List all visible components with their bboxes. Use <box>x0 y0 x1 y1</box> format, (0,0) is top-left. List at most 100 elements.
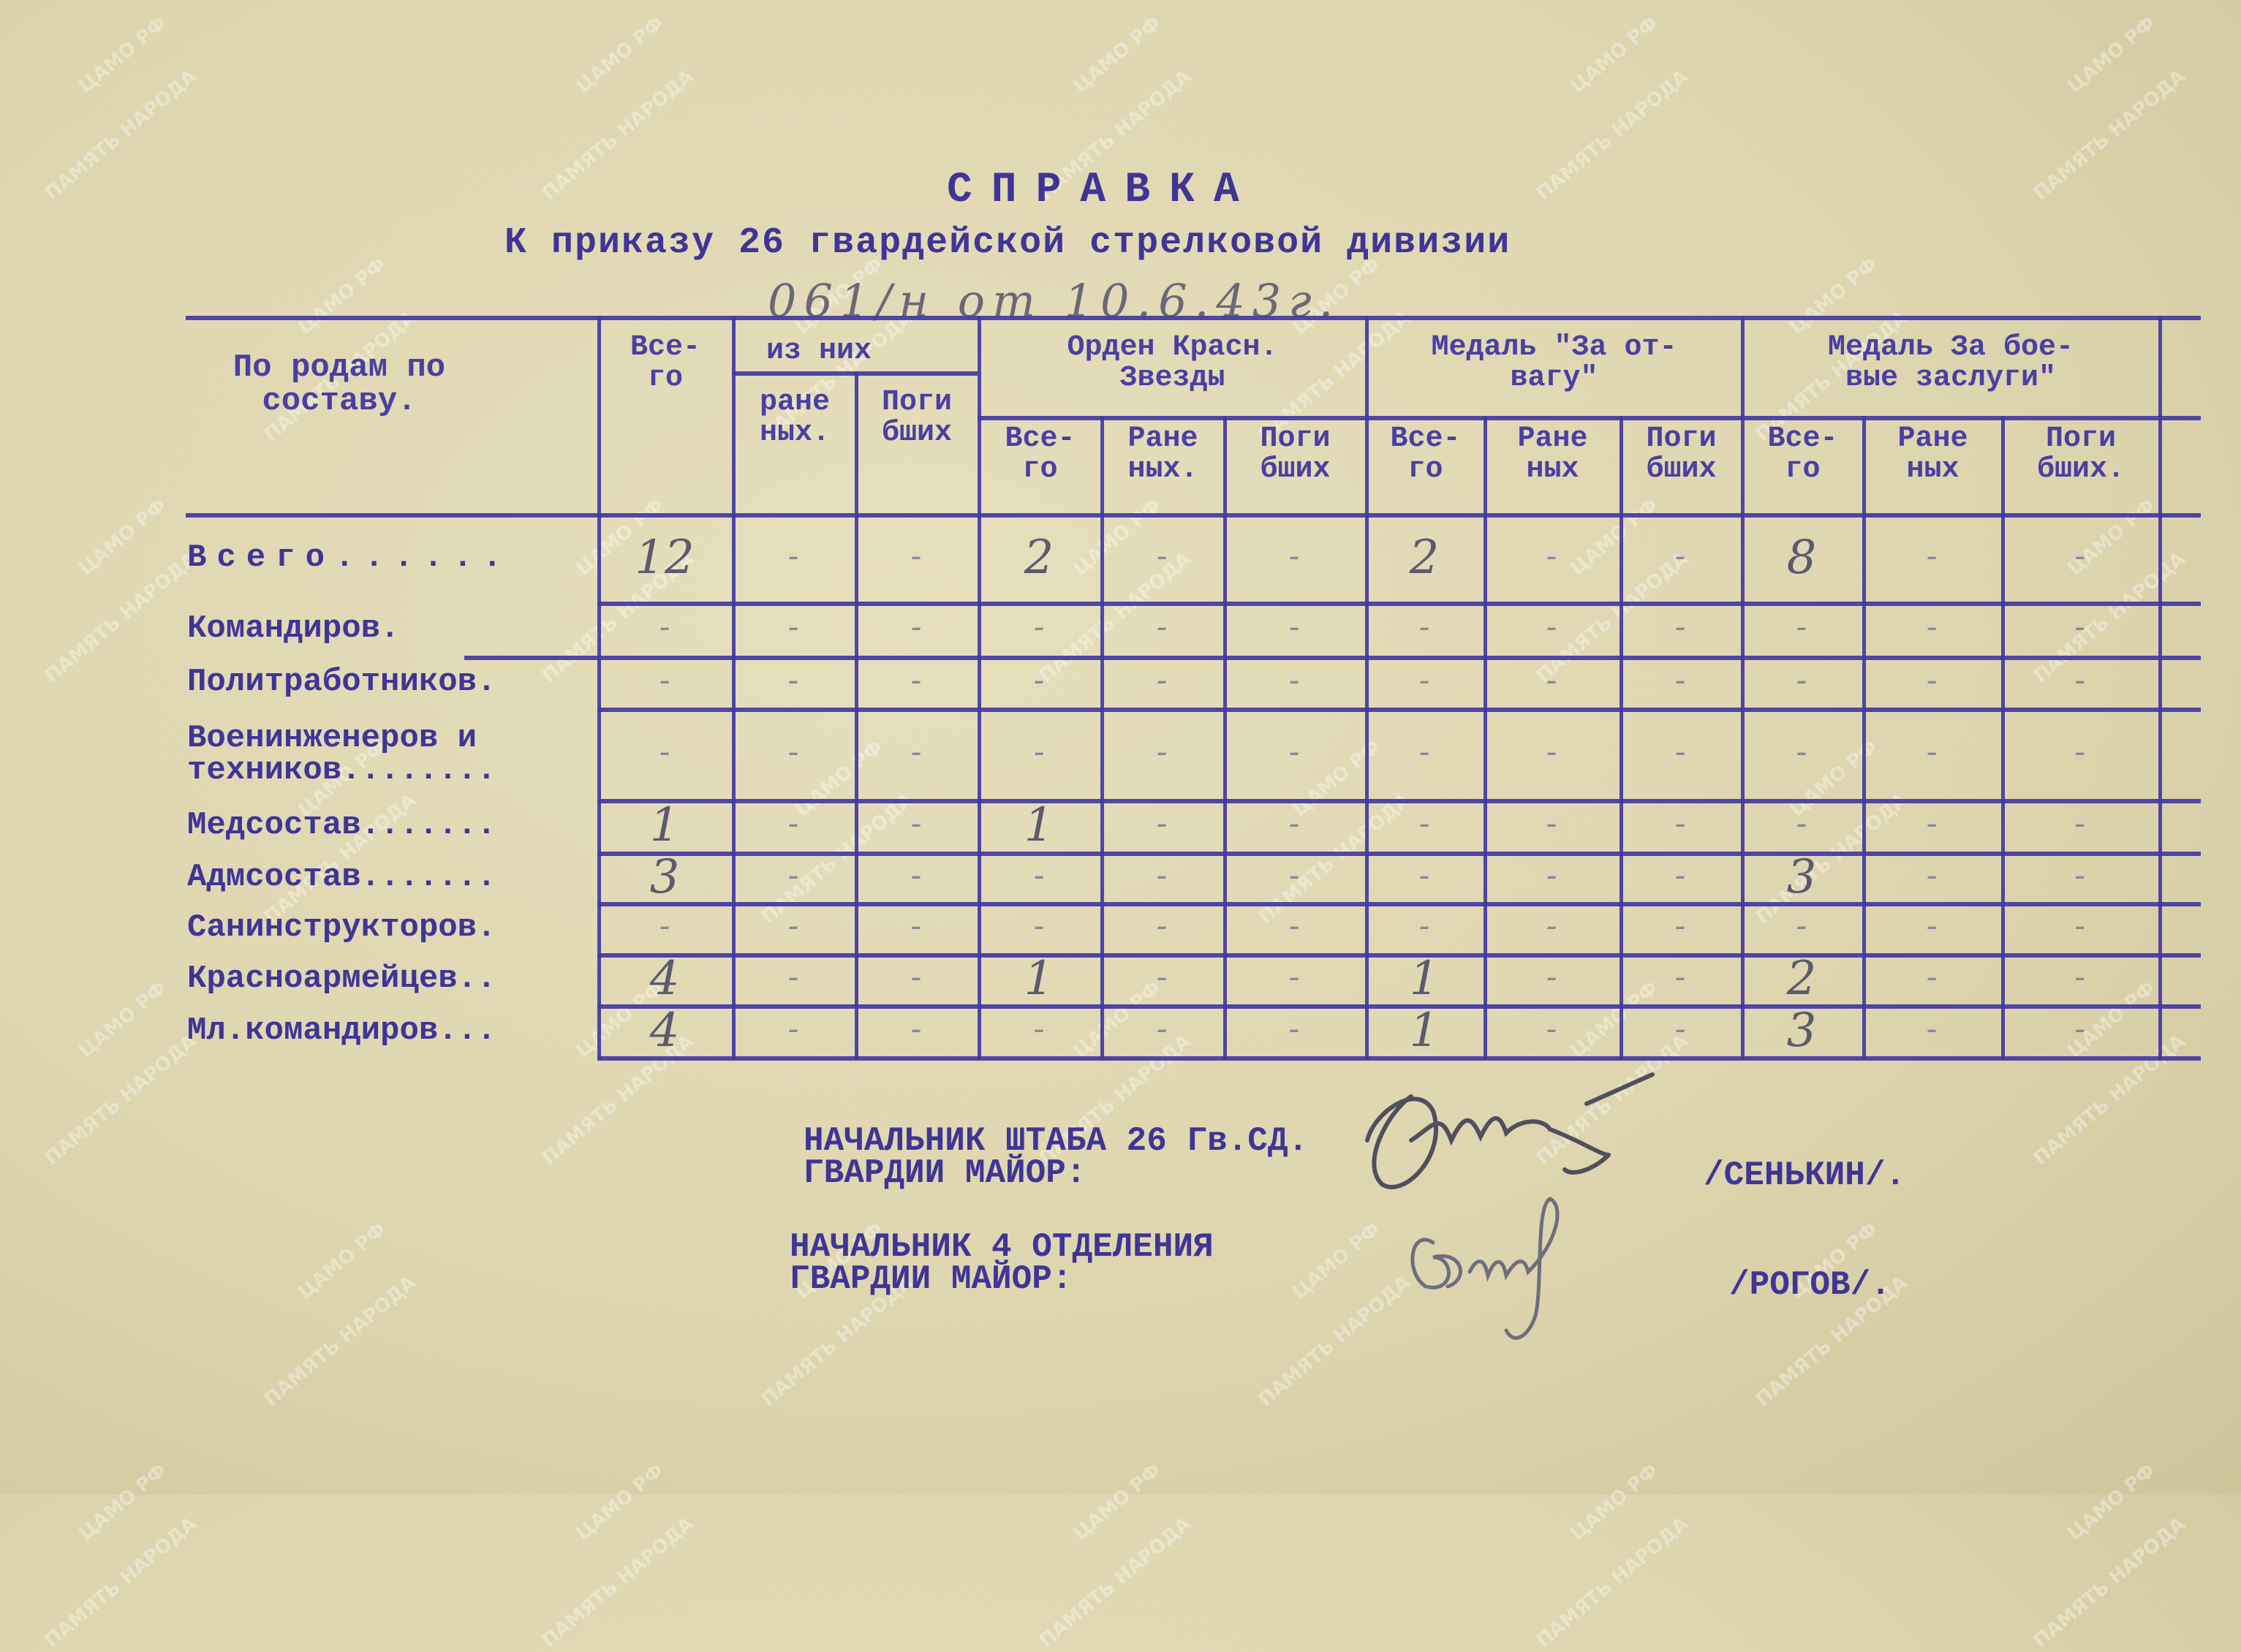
handwritten-signatures <box>1365 1072 1655 1340</box>
table-cell: - <box>1156 958 1168 996</box>
subheader-wounded: Ране ных <box>1897 423 1968 486</box>
table-cell: - <box>1546 1009 1557 1047</box>
table-cell: - <box>910 856 922 894</box>
table-cell: 2 <box>1409 530 1440 585</box>
table-cell: 2 <box>1786 952 1817 1006</box>
row-label: Мл.командиров... <box>187 1012 496 1049</box>
header-medal-combat-merit: Медаль За бое- вые заслуги" <box>1827 331 2074 395</box>
table-cell: - <box>1926 732 1938 770</box>
table-cell: - <box>1288 732 1300 770</box>
table-cell: - <box>910 732 922 770</box>
subheader-killed: Поги бших <box>1646 423 1717 486</box>
table-cell: - <box>1546 805 1557 842</box>
table-cell: 3 <box>649 849 680 904</box>
table-cell: - <box>1674 661 1686 699</box>
table-cell: - <box>1796 732 1807 770</box>
table-cell: - <box>1418 805 1430 842</box>
row-label: Адмсостав....... <box>187 858 496 895</box>
table-cell: - <box>1796 608 1807 645</box>
table-cell: - <box>1033 1009 1045 1047</box>
table-cell: - <box>1418 856 1430 894</box>
table-cell: - <box>1926 856 1938 894</box>
column-rule <box>1365 316 1369 1060</box>
table-cell: - <box>1796 805 1807 842</box>
table-cell: - <box>1674 805 1686 842</box>
table-cell: - <box>1288 537 1300 575</box>
table-cell: - <box>659 608 670 645</box>
column-rule <box>1620 416 1623 1060</box>
table-cell: - <box>787 1009 799 1047</box>
row-label: Медсостав....... <box>187 807 496 844</box>
row-rule <box>597 602 2201 606</box>
table-cell: - <box>1033 732 1045 770</box>
table-cell: - <box>1156 856 1168 894</box>
table-cell: - <box>910 608 922 645</box>
column-rule <box>1741 316 1745 1060</box>
table-cell: - <box>2074 537 2085 575</box>
table-cell: - <box>1033 608 1045 645</box>
table-cell: - <box>1156 1009 1168 1047</box>
row-rule <box>597 708 2201 712</box>
column-rule <box>1100 416 1104 1060</box>
table-cell: - <box>1156 608 1168 645</box>
table-cell: - <box>1926 1009 1938 1047</box>
table-cell: 4 <box>649 1003 680 1058</box>
table-cell: - <box>1156 805 1168 842</box>
table-cell: - <box>1546 732 1557 770</box>
header-wounded: ране ных. <box>759 386 830 450</box>
table-top-rule <box>186 316 2201 320</box>
table-cell: 8 <box>1786 530 1817 585</box>
group-rule <box>978 416 2201 420</box>
signature-rogov <box>1410 1197 1560 1340</box>
table-cell: - <box>910 907 922 944</box>
signature-senkin <box>1365 1072 1655 1189</box>
row-label: Военинженеров и техников........ <box>187 720 496 789</box>
table-cell: - <box>1796 661 1807 699</box>
table-cell: - <box>787 958 799 996</box>
table-cell: 12 <box>635 530 695 585</box>
row-label: Санинструкторов. <box>187 909 496 946</box>
row-rule <box>597 953 2201 958</box>
table-cell: - <box>1546 856 1557 894</box>
table-cell: - <box>2074 856 2085 894</box>
header-killed: Поги бших <box>881 386 952 450</box>
table-cell: - <box>1546 608 1557 645</box>
table-cell: - <box>1546 537 1557 575</box>
table-cell: - <box>1926 661 1938 699</box>
table-cell: - <box>787 805 799 842</box>
column-rule <box>1223 416 1227 1060</box>
table-cell: - <box>1674 958 1686 996</box>
column-rule <box>597 316 601 1060</box>
table-cell: 3 <box>1786 1003 1817 1058</box>
table-cell: - <box>1674 1009 1686 1047</box>
table-cell: - <box>787 661 799 699</box>
table-cell: - <box>2074 958 2085 996</box>
row-rule <box>597 902 2201 906</box>
table-cell: 4 <box>649 952 680 1006</box>
header-category: По родам по составу. <box>233 349 446 420</box>
table-cell: - <box>787 907 799 944</box>
table-cell: - <box>1033 907 1045 944</box>
subheader-total: Все- го <box>1005 423 1076 486</box>
column-rule <box>2001 416 2005 1060</box>
table-cell: - <box>1156 732 1168 770</box>
table-cell: 1 <box>1024 798 1054 852</box>
table-cell: - <box>1546 907 1557 944</box>
table-cell: - <box>659 661 670 699</box>
subheader-killed: Поги бших. <box>2036 423 2125 486</box>
table-cell: 1 <box>1409 952 1440 1006</box>
table-cell: - <box>1156 661 1168 699</box>
table-cell: 2 <box>1024 530 1054 585</box>
row-label: Командиров. <box>187 610 400 647</box>
subheader-killed: Поги бших <box>1260 423 1331 486</box>
subheader-wounded: Ране ных. <box>1127 423 1198 486</box>
row-label: Красноармейцев.. <box>187 960 496 997</box>
table-cell: - <box>1288 1009 1300 1047</box>
table-cell: - <box>787 608 799 645</box>
signature-position-chief-of-staff: НАЧАЛЬНИК ШТАБА 26 Гв.СД. ГВАРДИИ МАЙОР: <box>804 1122 1309 1192</box>
table-cell: - <box>787 537 799 575</box>
header-medal-for-courage: Медаль "За от- вагу" <box>1431 331 1677 395</box>
table-cell: - <box>2074 805 2085 842</box>
row-rule <box>597 852 2201 856</box>
table-cell: - <box>1926 537 1938 575</box>
